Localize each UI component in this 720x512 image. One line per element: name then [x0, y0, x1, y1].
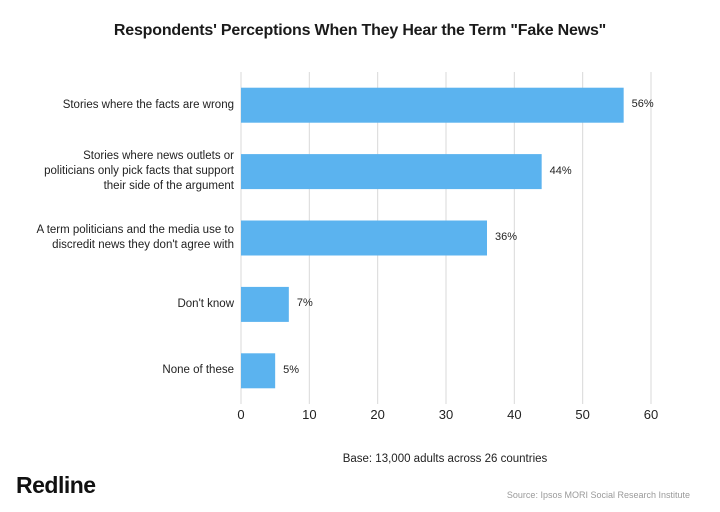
category-label: Stories where news outlets or politicians…: [34, 149, 234, 194]
bar-value-label: 7%: [296, 297, 313, 310]
x-tick-label: 10: [302, 407, 317, 422]
x-tick-label: 50: [575, 407, 590, 422]
bar: [241, 87, 624, 123]
category-label-line: their side of the argument: [103, 180, 234, 193]
category-label-line: A term politicians and the media use to: [36, 224, 234, 236]
category-label-line: Don't know: [177, 297, 234, 310]
bar-value-label: 36%: [495, 231, 518, 243]
category-label: None of these: [34, 363, 234, 378]
bar-value-label: 5%: [283, 363, 300, 376]
category-label-line: Stories where news outlets or: [83, 150, 234, 163]
bar: [241, 353, 276, 389]
base-note: Base: 13,000 adults across 26 countries: [342, 453, 548, 465]
category-label: A term politicians and the media use to d…: [34, 223, 234, 253]
category-label-line: None of these: [162, 364, 234, 377]
x-tick-label: 20: [370, 407, 385, 422]
brand-logo: Redline: [16, 472, 96, 498]
bar: [241, 154, 542, 190]
category-label-line: Stories where the facts are wrong: [62, 98, 234, 111]
bar: [241, 286, 289, 322]
x-tick-label: 60: [643, 407, 659, 422]
category-label-line: politicians only pick facts that support: [44, 165, 234, 178]
bar: [241, 220, 487, 256]
bar-value-label: 44%: [549, 164, 572, 177]
x-tick-label: 30: [438, 407, 454, 422]
bar-value-label: 56%: [631, 98, 654, 111]
x-tick-label: 40: [507, 407, 522, 422]
category-label-line: discredit news they don't agree with: [52, 239, 234, 251]
chart-title: Respondents' Perceptions When They Hear …: [113, 22, 607, 39]
source-note: Source: Ipsos MORI Social Research Insti…: [506, 490, 690, 500]
category-label: Don't know: [34, 297, 234, 312]
x-tick-label: 0: [237, 407, 245, 422]
category-label: Stories where the facts are wrong: [34, 98, 234, 113]
